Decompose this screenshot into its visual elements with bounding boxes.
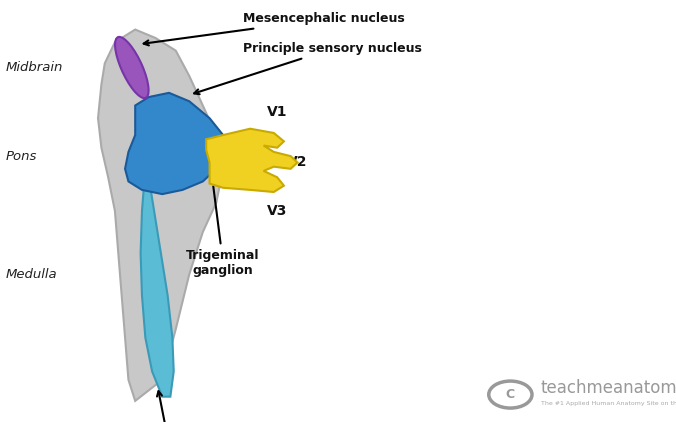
Text: V2: V2 <box>287 155 308 170</box>
Polygon shape <box>206 129 297 192</box>
Polygon shape <box>98 30 223 401</box>
Polygon shape <box>125 93 223 194</box>
Text: C: C <box>506 388 515 401</box>
Text: teachmeanatomy: teachmeanatomy <box>541 379 676 397</box>
Text: The #1 Applied Human Anatomy Site on the Web.: The #1 Applied Human Anatomy Site on the… <box>541 400 676 406</box>
Text: Principle sensory nucleus: Principle sensory nucleus <box>194 42 422 94</box>
Text: Mesencephalic nucleus: Mesencephalic nucleus <box>143 13 405 46</box>
Text: Medulla: Medulla <box>5 268 57 281</box>
Polygon shape <box>141 169 174 397</box>
Text: V3: V3 <box>267 204 287 218</box>
Text: Midbrain: Midbrain <box>5 61 63 74</box>
Text: Trigeminal
ganglion: Trigeminal ganglion <box>187 187 260 277</box>
Text: V1: V1 <box>267 105 287 119</box>
Text: Spinal
nucleus: Spinal nucleus <box>142 391 196 422</box>
Ellipse shape <box>115 37 149 98</box>
Text: Pons: Pons <box>5 150 37 162</box>
